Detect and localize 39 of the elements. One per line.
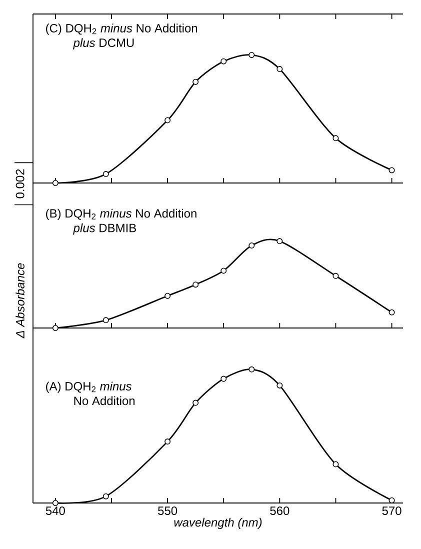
point xyxy=(102,493,109,500)
x-tick-label: 550 xyxy=(158,506,178,516)
point xyxy=(164,438,171,445)
point xyxy=(248,52,255,58)
point xyxy=(102,317,109,324)
point xyxy=(164,117,171,124)
point xyxy=(332,272,339,279)
point xyxy=(220,376,227,382)
point xyxy=(102,171,109,178)
x-tick-label: 560 xyxy=(270,506,290,516)
chart-title: (B) DQH$_{2}$ minus No Addition xyxy=(46,208,196,220)
x-tick-label: 540 xyxy=(46,506,65,516)
text: (A) DQH$_{2}$ minus xyxy=(46,382,132,393)
point xyxy=(52,180,58,186)
point xyxy=(276,382,283,388)
point xyxy=(164,292,171,299)
text: 0.002 xyxy=(16,169,24,198)
point xyxy=(388,309,395,316)
point xyxy=(192,400,199,406)
text: No Addition xyxy=(74,396,135,406)
x-tick-label: 570 xyxy=(382,506,402,516)
point xyxy=(276,66,283,72)
y-axis-title: Δ Absorbance xyxy=(16,263,24,338)
chart-subtitle: plus DCMU xyxy=(73,38,134,50)
chart-title: (C) DQH$_{2}$ minus No Addition xyxy=(46,24,198,35)
point xyxy=(332,461,339,468)
point xyxy=(332,135,339,142)
point xyxy=(276,238,283,244)
point xyxy=(220,268,227,274)
point xyxy=(52,500,58,506)
point xyxy=(192,78,199,85)
point xyxy=(248,366,255,372)
point xyxy=(248,242,255,249)
point xyxy=(388,167,395,174)
x-axis-title: wavelength (nm) xyxy=(174,518,262,530)
point xyxy=(192,282,199,288)
chart-subtitle: plus DBMIB xyxy=(73,223,136,235)
point xyxy=(220,58,227,64)
point xyxy=(52,325,58,331)
